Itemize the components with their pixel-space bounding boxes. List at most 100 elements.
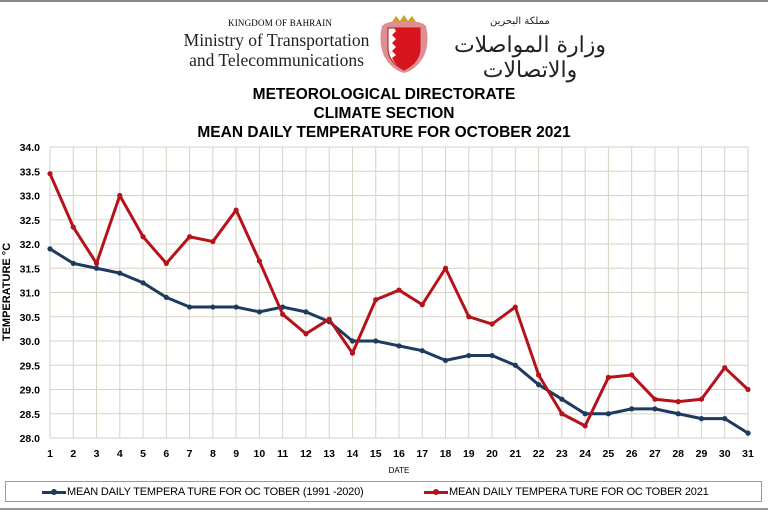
x-tick-label: 12 [300, 448, 312, 460]
y-axis-label: TEMPERATURE °C [1, 243, 13, 341]
data-point [256, 309, 262, 315]
data-point [559, 396, 565, 402]
data-point [629, 372, 635, 378]
x-tick-label: 3 [94, 448, 100, 460]
x-tick-label: 17 [416, 448, 428, 460]
data-point [489, 321, 495, 327]
ministry-name: Ministry of Transportation and Telecommu… [183, 30, 370, 70]
data-point [419, 348, 425, 354]
ministry-line-1: Ministry of Transportation [183, 30, 370, 50]
x-tick-label: 9 [233, 448, 239, 460]
ministry-line-2: and Telecommunications [189, 50, 364, 70]
x-tick-label: 5 [140, 448, 146, 460]
series-october-2021 [47, 171, 751, 429]
data-point [605, 374, 612, 380]
data-point [698, 416, 705, 422]
data-point [303, 331, 309, 337]
x-tick-label: 25 [603, 448, 615, 460]
data-point [117, 192, 123, 199]
data-point [93, 265, 100, 271]
data-point [373, 338, 379, 344]
x-tick-label: 30 [719, 448, 731, 460]
data-point [605, 411, 612, 417]
x-tick-label: 7 [187, 448, 193, 460]
y-tick-label: 28.5 [20, 409, 41, 421]
legend-swatch-normal [42, 489, 66, 495]
x-tick-label: 23 [556, 448, 568, 460]
x-tick-label: 29 [696, 448, 708, 460]
x-tick-label: 21 [509, 448, 521, 460]
data-point [396, 287, 402, 293]
data-point [349, 350, 356, 356]
data-point [163, 294, 169, 300]
x-tick-label: 1 [47, 448, 53, 460]
x-tick-label: 31 [742, 448, 754, 460]
top-border [0, 0, 768, 2]
data-point [675, 399, 681, 405]
data-point [466, 314, 472, 320]
x-tick-label: 18 [440, 448, 452, 460]
y-tick-label: 30.5 [20, 312, 41, 324]
data-point [536, 382, 542, 388]
data-point [373, 297, 379, 303]
chart-title: MEAN DAILY TEMPERATURE FOR OCTOBER 2021 [197, 124, 571, 141]
x-tick-label: 26 [626, 448, 638, 460]
title-directorate: METEOROLOGICAL DIRECTORATE [252, 86, 516, 103]
bottom-border [0, 508, 768, 510]
legend-label-2021: MEAN DAILY TEMPERA TURE FOR OC TOBER 202… [449, 486, 709, 498]
data-point [47, 171, 53, 177]
data-point [745, 386, 751, 393]
x-tick-label: 13 [323, 448, 335, 460]
data-point [303, 309, 309, 315]
data-point [256, 258, 262, 264]
data-point [233, 304, 239, 310]
data-point [442, 357, 449, 363]
x-tick-label: 22 [533, 448, 545, 460]
data-point [722, 416, 728, 422]
series-group [47, 171, 751, 436]
x-tick-label: 28 [672, 448, 684, 460]
x-axis-ticks: 1 2 3 4 5 6 7 8 9 10 11 12 13 14 15 16 17 18 19 20 21 22 23 24 2… [47, 448, 754, 460]
data-point [559, 411, 565, 417]
coat-of-arms-icon [380, 15, 428, 73]
y-tick-label: 30.0 [20, 336, 41, 348]
x-tick-label: 8 [210, 448, 216, 460]
y-tick-label: 33.5 [20, 166, 41, 178]
x-tick-label: 20 [486, 448, 498, 460]
data-point [466, 352, 472, 359]
data-point [187, 234, 193, 240]
x-tick-label: 11 [277, 448, 288, 460]
x-tick-label: 24 [579, 448, 591, 460]
data-point [652, 396, 658, 402]
data-point [675, 411, 681, 417]
data-point [489, 352, 495, 359]
data-point [210, 238, 216, 245]
data-point [396, 343, 402, 349]
temperature-chart: 28.0 28.5 29.0 29.5 30.0 30.5 31.0 31.5 32.0 32.5… [1, 142, 754, 475]
data-point [629, 406, 635, 412]
y-tick-label: 32.0 [20, 239, 41, 251]
y-tick-label: 31.5 [20, 263, 41, 275]
x-tick-label: 6 [163, 448, 169, 460]
data-point [140, 234, 146, 240]
kingdom-label: KINGDOM OF BAHRAIN [228, 18, 333, 28]
data-point [722, 365, 728, 371]
data-point [582, 423, 588, 429]
y-tick-label: 31.0 [20, 288, 41, 300]
data-point [70, 260, 76, 266]
title-section: CLIMATE SECTION [313, 105, 455, 122]
data-point [349, 338, 356, 344]
legend: MEAN DAILY TEMPERA TURE FOR OC TOBER (19… [5, 481, 762, 502]
y-tick-label: 32.5 [20, 215, 41, 227]
y-axis-ticks: 28.0 28.5 29.0 29.5 30.0 30.5 31.0 31.5 32.0 32.5… [20, 142, 41, 445]
x-tick-label: 27 [649, 448, 661, 460]
data-point [140, 280, 146, 286]
legend-swatch-2021 [424, 489, 448, 495]
data-point [652, 406, 658, 412]
x-tick-label: 16 [393, 448, 405, 460]
data-point [117, 270, 123, 276]
data-point [419, 302, 425, 308]
x-tick-label: 14 [347, 448, 359, 460]
data-point [280, 311, 286, 317]
x-axis-label: DATE [389, 466, 410, 475]
